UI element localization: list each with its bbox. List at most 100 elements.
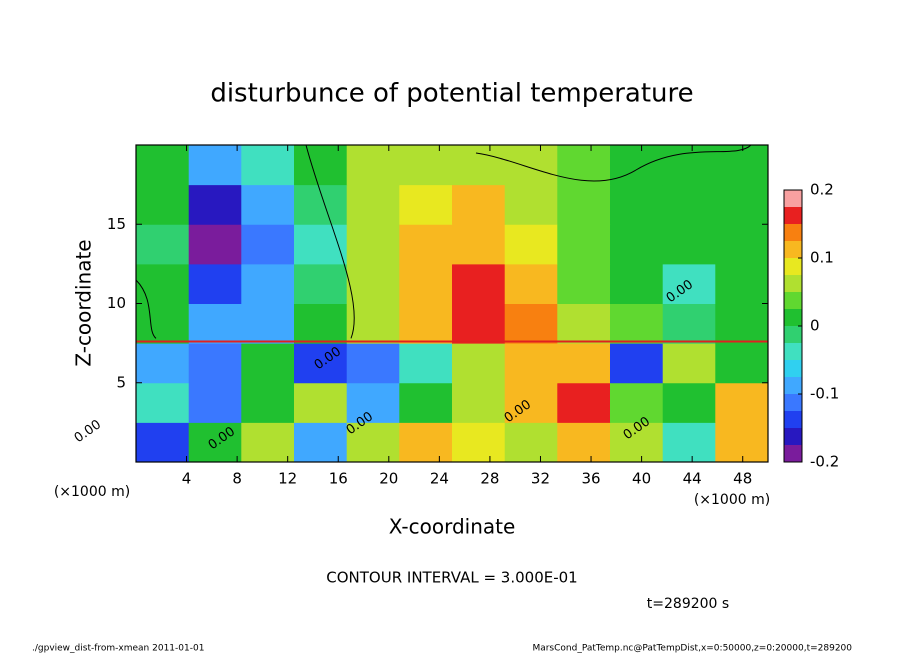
heat-cell [241,184,295,225]
heat-cell [294,422,348,463]
colorbar-tick-label: -0.2 [810,453,839,471]
heat-cell [662,145,716,186]
heat-cell [188,303,242,344]
heat-cell [188,263,242,304]
y-tick-label: 5 [116,373,126,391]
heat-cell [557,382,611,423]
x-unit-label: (×1000 m) [54,484,130,500]
heat-cell [662,224,716,265]
x-tick-label: 32 [531,470,550,488]
heat-cell [136,145,190,186]
x-tick-label: 36 [581,470,600,488]
heat-cell [188,422,242,463]
heat-cell [452,343,506,384]
heat-cell [136,422,190,463]
colorbar-band [784,428,802,445]
colorbar-band [784,394,802,411]
contour-line [475,144,752,182]
heat-cell [188,343,242,384]
heat-cell [399,303,453,344]
heat-cell [188,145,242,186]
heat-cell [504,263,558,304]
heat-cell [557,263,611,304]
heat-cell [136,382,190,423]
colorbar-band [784,360,802,377]
colorbar-band [784,343,802,360]
colorbar-tick-label: 0 [810,317,820,335]
heat-cell [399,382,453,423]
heat-cell [399,145,453,186]
heat-cell [504,343,558,384]
heat-cell [662,382,716,423]
heat-cell [452,422,506,463]
heat-cell [241,145,295,186]
x-tick-label: 24 [430,470,449,488]
colorbar-tick-label: -0.1 [810,385,839,403]
colorbar-band [784,411,802,428]
heat-cell [452,382,506,423]
heat-cell [662,422,716,463]
y-tick-label: 15 [107,215,126,233]
y-tick-label: 10 [107,294,126,312]
colorbar-band [784,190,802,207]
x-tick-label: 40 [632,470,651,488]
heat-cell [557,224,611,265]
heat-cell [662,184,716,225]
heat-cell [504,184,558,225]
heat-cell [715,184,769,225]
heat-cell [662,343,716,384]
heat-cell [294,184,348,225]
heat-cell [662,303,716,344]
heat-cell [399,343,453,384]
x-tick-label: 20 [379,470,398,488]
x-tick-label: 4 [182,470,192,488]
heat-cell [294,263,348,304]
colorbar-band [784,326,802,343]
heat-cell [452,303,506,344]
x-tick-label: 16 [329,470,348,488]
heat-cell [294,145,348,186]
heat-cell [452,263,506,304]
heat-cell [610,224,664,265]
heat-cell [504,422,558,463]
colorbar-tick-label: 0.1 [810,249,834,267]
heat-cell [715,422,769,463]
colorbar-tick-label: 0.2 [810,181,834,199]
colorbar-band [784,224,802,241]
heat-cell [399,422,453,463]
x-tick-label: 44 [683,470,702,488]
heat-cell [504,224,558,265]
colorbar-band [784,275,802,292]
heat-cell [346,382,400,423]
heat-cell [557,184,611,225]
heat-cell [346,184,400,225]
heat-cell [294,343,348,384]
heat-cell [136,263,190,304]
heat-cell [241,343,295,384]
y-axis-label: Z-coordinate [72,239,96,366]
heat-cell [557,303,611,344]
heat-cell [610,263,664,304]
heat-cell [136,184,190,225]
heat-cell [346,422,400,463]
x-tick-label: 12 [278,470,297,488]
heat-cell [715,224,769,265]
heat-cell [136,303,190,344]
x-axis-label: X-coordinate [389,515,516,539]
heat-cell [241,382,295,423]
heat-cell [346,263,400,304]
heat-cell [294,224,348,265]
footer-right: MarsCond_PatTemp.nc@PatTempDist,x=0:5000… [532,644,852,654]
heat-cell [399,263,453,304]
heat-cell [188,184,242,225]
heat-cell [557,145,611,186]
contour-label: 0.00 [72,417,104,446]
heat-cell [136,343,190,384]
x-tick-label: 28 [480,470,499,488]
heat-cell [504,303,558,344]
heat-cell [715,382,769,423]
heat-cell [557,343,611,384]
heat-cell [610,382,664,423]
colorbar-band [784,207,802,224]
